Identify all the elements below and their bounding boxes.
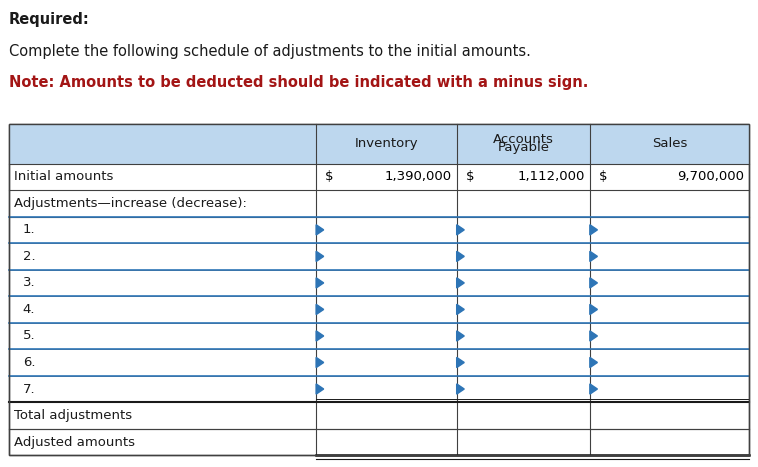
- Text: $: $: [465, 170, 475, 184]
- Text: Accounts: Accounts: [493, 133, 553, 146]
- Text: 1.: 1.: [23, 223, 36, 236]
- Text: 1,390,000: 1,390,000: [385, 170, 452, 184]
- Text: Adjusted amounts: Adjusted amounts: [14, 436, 135, 449]
- Text: 9,700,000: 9,700,000: [678, 170, 744, 184]
- Text: 6.: 6.: [23, 356, 35, 369]
- Text: Complete the following schedule of adjustments to the initial amounts.: Complete the following schedule of adjus…: [9, 44, 531, 59]
- Text: $: $: [599, 170, 607, 184]
- Text: Note: Amounts to be deducted should be indicated with a minus sign.: Note: Amounts to be deducted should be i…: [9, 75, 588, 90]
- Text: 4.: 4.: [23, 303, 35, 316]
- Text: $: $: [325, 170, 334, 184]
- Text: Inventory: Inventory: [355, 137, 418, 150]
- Text: 1,112,000: 1,112,000: [518, 170, 585, 184]
- Text: 7.: 7.: [23, 382, 36, 396]
- Text: Sales: Sales: [652, 137, 687, 150]
- Text: 5.: 5.: [23, 329, 36, 342]
- Text: 3.: 3.: [23, 276, 36, 290]
- Text: Required:: Required:: [9, 12, 90, 27]
- Text: Total adjustments: Total adjustments: [14, 409, 132, 422]
- Text: Adjustments—increase (decrease):: Adjustments—increase (decrease):: [14, 197, 246, 210]
- Text: Initial amounts: Initial amounts: [14, 170, 113, 184]
- Text: 2.: 2.: [23, 250, 36, 263]
- Text: Payable: Payable: [497, 142, 550, 155]
